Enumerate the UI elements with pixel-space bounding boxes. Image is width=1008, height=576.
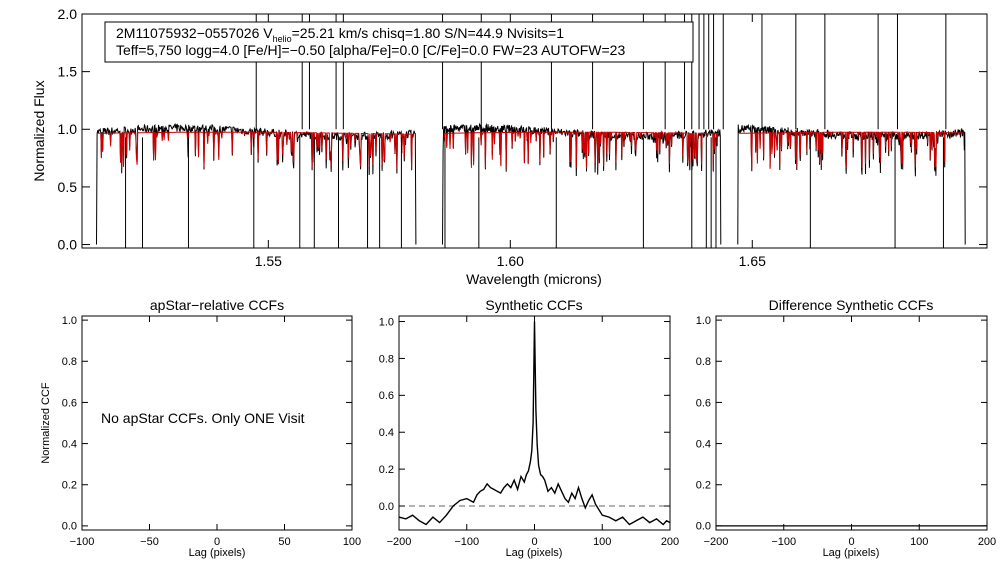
y-tick-label: 0.0 [696,521,711,533]
y-tick-label: 0.8 [696,356,711,368]
y-tick-label: 0.2 [62,480,77,492]
ccf-synthetic-series [398,321,671,526]
y-tick-label: 1.5 [58,64,78,80]
x-tick-label: 1.55 [255,253,282,269]
x-tick-label: −100 [70,536,95,548]
x-tick-label: 0 [531,536,537,548]
ccf-synthetic-title: Synthetic CCFs [485,297,582,313]
y-tick-label: 2.0 [58,6,78,22]
spectrum-title-line1: 2M11075932−0557026 Vhelio=25.21 km/s chi… [116,25,564,44]
y-tick-label: 1.0 [62,315,77,327]
model-spectrum-line [443,131,720,170]
ccf-synthetic-ticks: −200 −100 0 100 200 0.0 0.2 0.4 0.6 0.8 1.0 [379,316,679,548]
title-stats: =25.21 km/s chisq=1.80 S/N=44.9 Nvisits=… [292,25,565,41]
y-tick-label: 0.8 [62,356,77,368]
y-tick-label: 0.6 [62,397,77,409]
spectrum-x-axis-label: Wavelength (microns) [466,271,602,287]
ccf-apstar-title: apStar−relative CCFs [150,297,284,313]
spectrum-y-axis-label: Normalized Flux [31,80,47,181]
spectrum-title-box [104,21,694,63]
y-tick-label: 0.2 [696,480,711,492]
y-tick-label: 0.6 [379,390,394,402]
y-tick-label: 1.0 [696,315,711,327]
title-helio-subscript: helio [273,34,292,44]
ccf-difference-panel: Difference Synthetic CCFs −200 −100 0 100 20… [696,297,996,559]
x-tick-label: 200 [661,536,679,548]
x-tick-label: −100 [454,536,479,548]
x-tick-label: 100 [910,536,928,548]
y-tick-label: 0.4 [696,438,711,450]
ccf-apstar-ticks: −100 −50 0 50 100 0.0 0.2 0.4 0.6 0.8 1.0 [62,315,361,548]
y-tick-label: 0.0 [379,501,394,513]
spectrum-series [96,14,966,248]
x-tick-label: 50 [278,536,290,548]
x-tick-label: −200 [704,536,729,548]
ccf-synthetic-panel: Synthetic CCFs −200 −100 0 100 200 0.0 0.2 0.4 0… [379,297,679,559]
x-tick-label: 1.65 [739,253,766,269]
ccf-synthetic-x-axis-label: Lag (pixels) [506,547,563,559]
y-tick-label: 0.0 [58,236,78,252]
y-tick-label: 0.6 [696,397,711,409]
x-tick-label: −200 [387,536,412,548]
ccf-difference-x-axis-label: Lag (pixels) [823,547,880,559]
y-tick-label: 0.8 [379,353,394,365]
ccf-apstar-x-axis-label: Lag (pixels) [189,547,246,559]
title-star-id-vhelio-label: 2M11075932−0557026 V [116,25,273,41]
ccf-difference-title: Difference Synthetic CCFs [769,297,934,313]
spectrum-panel: 1.55 1.60 1.65 0.0 0.5 1.0 1.5 2.0 2M11075932−0… [31,6,988,287]
model-spectrum-line [98,131,415,170]
synthetic-ccf-line [398,321,671,526]
model-spectrum-line [739,131,964,169]
ccf-y-axis-label: Normalized CCF [40,382,52,464]
y-tick-label: 0.2 [379,464,394,476]
y-tick-label: 1.0 [379,316,394,328]
x-tick-label: 0 [848,536,854,548]
spectrum-title-line2: Teff=5,750 logg=4.0 [Fe/H]=−0.50 [alpha/… [116,42,625,58]
x-tick-label: −50 [140,536,159,548]
x-tick-label: 100 [593,536,611,548]
x-tick-label: 100 [343,536,361,548]
x-tick-label: 1.60 [497,253,524,269]
y-tick-label: 0.5 [58,179,78,195]
x-tick-label: 0 [214,536,220,548]
x-tick-label: −100 [771,536,796,548]
ccf-apstar-panel: apStar−relative CCFs −100 −50 0 50 100 0.0 0.2… [40,297,361,559]
y-tick-label: 1.0 [58,121,78,137]
ccf-apstar-annotation: No apStar CCFs. Only ONE Visit [101,410,305,426]
y-tick-label: 0.4 [62,438,77,450]
x-tick-label: 200 [978,536,996,548]
spectrum-ticks: 1.55 1.60 1.65 0.0 0.5 1.0 1.5 2.0 [58,6,987,269]
spectrum-plot-frame [81,13,988,249]
y-tick-label: 0.0 [62,521,77,533]
y-tick-label: 0.4 [379,427,394,439]
ccf-difference-ticks: −200 −100 0 100 200 0.0 0.2 0.4 0.6 0.8 1.0 [696,315,996,548]
